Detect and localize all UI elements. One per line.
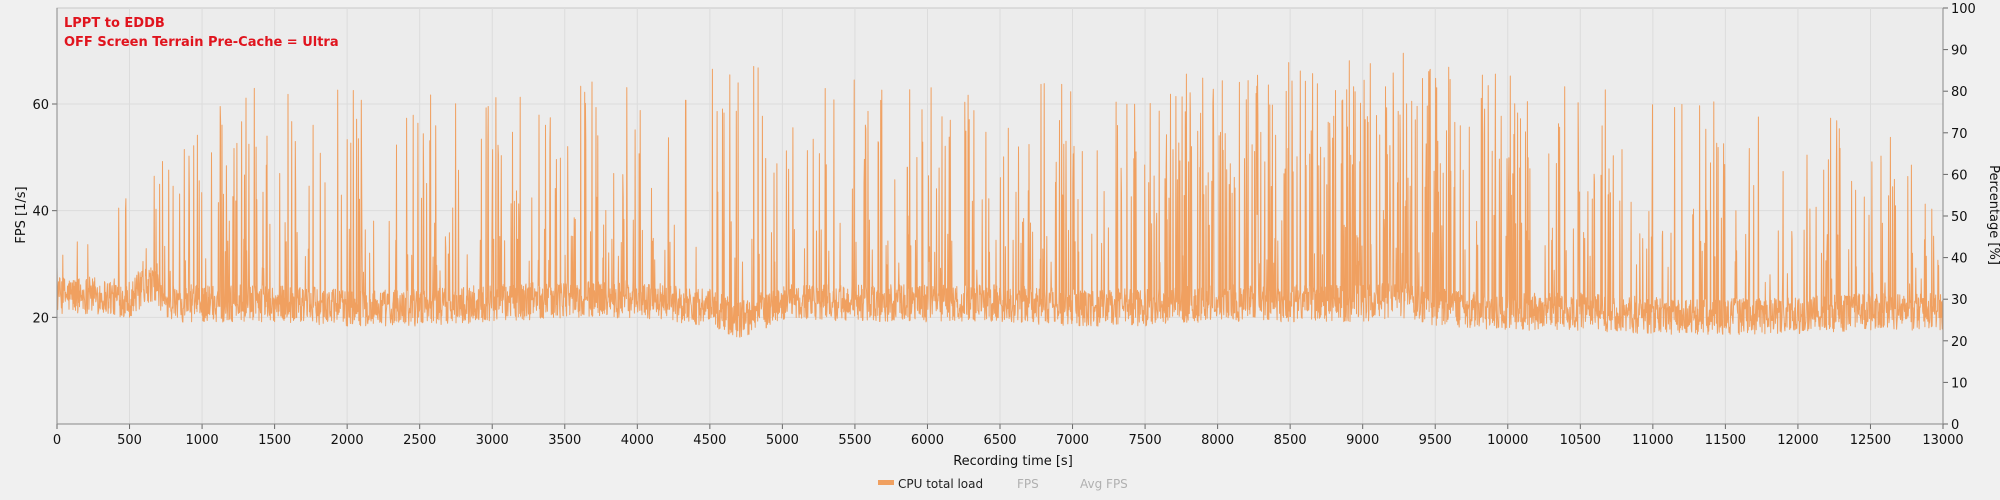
legend-item-avg-fps[interactable]: Avg FPS (1080, 477, 1128, 491)
x-tick-label: 13000 (1922, 433, 1963, 448)
x-tick-label: 3000 (476, 433, 509, 448)
legend-swatch-cpu (878, 480, 894, 485)
y-axis-label-left: FPS [1/s] (14, 186, 29, 243)
y-right-tick-label: 20 (1951, 335, 1968, 350)
x-tick-label: 1500 (258, 433, 291, 448)
x-tick-label: 0 (53, 433, 61, 448)
x-tick-label: 4500 (693, 433, 726, 448)
legend-label-fps: FPS (1017, 477, 1039, 491)
x-tick-label: 5500 (838, 433, 871, 448)
x-tick-label: 3500 (548, 433, 581, 448)
x-tick-label: 11000 (1632, 433, 1673, 448)
annotation-setting: OFF Screen Terrain Pre-Cache = Ultra (64, 35, 339, 50)
x-tick-label: 8000 (1201, 433, 1234, 448)
y-left-tick-label: 20 (32, 311, 49, 326)
y-right-tick-label: 50 (1951, 210, 1968, 225)
y-right-tick-label: 90 (1951, 44, 1968, 59)
x-tick-label: 2500 (403, 433, 436, 448)
x-tick-label: 8500 (1274, 433, 1307, 448)
plot-area (56, 7, 1944, 425)
x-tick-label: 7500 (1129, 433, 1162, 448)
y-left-tick-label: 40 (32, 205, 49, 220)
y-axis-label-right: Percentage [%] (1986, 165, 2000, 265)
x-tick-label: 12000 (1777, 433, 1818, 448)
y-right-tick-label: 40 (1951, 252, 1968, 267)
x-tick-label: 9500 (1419, 433, 1452, 448)
x-tick-label: 10000 (1487, 433, 1528, 448)
x-tick-label: 9000 (1346, 433, 1379, 448)
x-tick-label: 7000 (1056, 433, 1089, 448)
x-tick-label: 10500 (1560, 433, 1601, 448)
y-right-tick-label: 30 (1951, 293, 1968, 308)
x-tick-label: 6000 (911, 433, 944, 448)
y-right-tick-label: 10 (1951, 376, 1968, 391)
x-tick-label: 4000 (621, 433, 654, 448)
y-right-tick-label: 80 (1951, 85, 1968, 100)
x-tick-label: 1000 (186, 433, 219, 448)
y-left-tick-label: 60 (32, 98, 49, 113)
x-tick-label: 6500 (983, 433, 1016, 448)
x-tick-label: 2000 (331, 433, 364, 448)
series-layer (56, 52, 1944, 338)
x-tick-label: 500 (117, 433, 142, 448)
axes-layer: 0 500 1000 1500 2000 2500 3000 3500 4000 4500 5000… (32, 2, 1975, 448)
y-right-tick-label: 70 (1951, 127, 1968, 142)
y-right-tick-label: 0 (1951, 418, 1959, 433)
x-tick-label: 5000 (766, 433, 799, 448)
x-axis-label: Recording time [s] (953, 454, 1073, 469)
legend: CPU total load FPS Avg FPS (878, 477, 1128, 491)
y-right-tick-label: 60 (1951, 168, 1968, 183)
x-tick-label: 12500 (1850, 433, 1891, 448)
annotation-route: LPPT to EDDB (64, 16, 165, 31)
legend-label-avg-fps: Avg FPS (1080, 477, 1128, 491)
x-tick-label: 11500 (1705, 433, 1746, 448)
series-line-cpu-total-load (56, 52, 1944, 338)
legend-label-cpu: CPU total load (898, 477, 983, 491)
y-right-tick-label: 100 (1951, 2, 1976, 17)
legend-item-cpu-total-load[interactable]: CPU total load (878, 477, 983, 491)
legend-item-fps[interactable]: FPS (1017, 477, 1039, 491)
